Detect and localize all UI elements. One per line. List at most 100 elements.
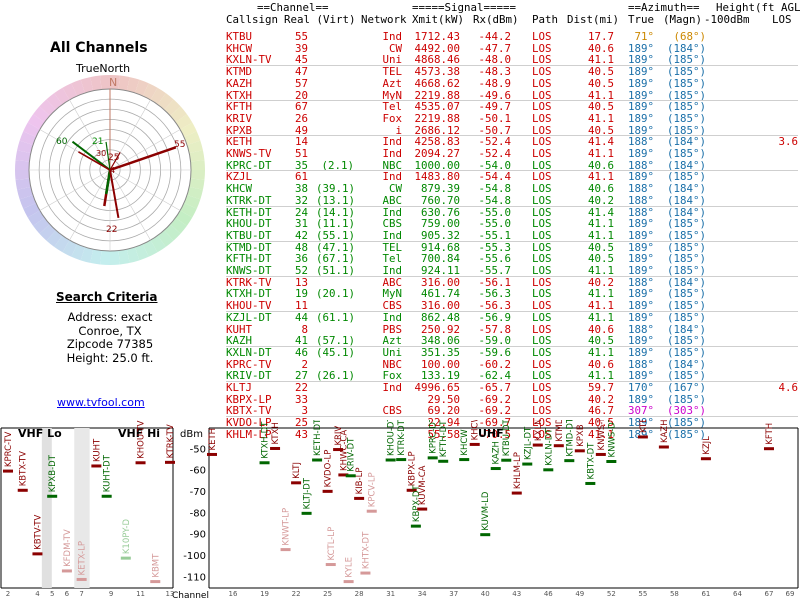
cell-true: 189°	[627, 416, 654, 430]
x-tick-label: 11	[136, 590, 145, 598]
cell-true: 189°	[627, 88, 654, 102]
station-spoke	[104, 169, 112, 195]
cell-magn: (185°)	[666, 170, 706, 184]
vhf-gap-shade	[41, 428, 52, 588]
cell-magn: (303°)	[666, 404, 706, 418]
cell-rx: -54.0	[478, 158, 511, 172]
station-label: KTXH-DT	[261, 421, 271, 459]
grid-spoke	[109, 129, 181, 171]
station-label: KHCW	[471, 420, 481, 440]
cell-real: 31	[294, 217, 308, 231]
table-row: KFTH 67 Tel 4535.07 -49.7 LOS 40.5 189° (185°)	[226, 101, 798, 113]
ring-segment	[187, 140, 203, 154]
station-spoke	[71, 140, 111, 171]
cell-xmit: 133.19	[420, 369, 460, 383]
cell-xmit: 55.58	[427, 427, 460, 441]
search-zipcode: Zipcode 77385	[66, 337, 154, 351]
ring-segment	[15, 170, 30, 180]
cell-true: 189°	[627, 240, 654, 254]
x-axis-label: Channel	[172, 591, 209, 600]
tvfool-link[interactable]: www.tvfool.com	[57, 396, 145, 409]
x-tick-label: 5	[50, 590, 54, 598]
cell-callsign: KLTJ	[226, 381, 253, 394]
cell-magn: (185°)	[666, 100, 706, 114]
ring-segment	[142, 240, 158, 257]
ring-segment	[39, 224, 56, 241]
cell-dist: 40.6	[587, 182, 614, 196]
cell-magn: (185°)	[666, 264, 706, 277]
ring-segment	[80, 247, 94, 263]
ring-segment	[118, 249, 130, 265]
cell-callsign: KFTH-DT	[226, 252, 272, 266]
table-row: KTXH-DT 19 (20.1) MyN 461.74 -56.3 LOS 41.1 189°…	[226, 288, 798, 300]
cell-magn: (185°)	[666, 88, 706, 102]
cell-los: 3.6	[778, 135, 798, 149]
cell-true: 189°	[627, 252, 654, 266]
cell-true: 189°	[627, 287, 654, 301]
cell-path: LOS	[532, 41, 552, 55]
y-axis-label: dBm	[180, 429, 203, 440]
search-criteria: Address: exact Conroe, TX Zipcode 77385 …	[40, 310, 180, 365]
cell-network: ABC	[382, 275, 402, 289]
cell-real: 20	[294, 88, 308, 102]
cell-dist: 40.2	[587, 275, 614, 289]
ring-segment	[110, 75, 120, 90]
x-tick-label: 69	[786, 590, 795, 598]
x-tick-label: 37	[449, 590, 458, 598]
cell-network: Azt	[382, 334, 402, 348]
ring-segment	[23, 202, 40, 218]
cell-true: 189°	[627, 334, 654, 348]
station-label: KZJL	[702, 436, 712, 455]
cell-true: 189°	[627, 392, 654, 406]
cell-xmit: 630.76	[420, 205, 460, 219]
cell-path: LOS	[532, 264, 552, 277]
row-separator	[226, 275, 798, 277]
x-tick-label: 34	[418, 590, 427, 598]
cell-magn: (184°)	[666, 357, 706, 371]
cell-xmit: 348.06	[420, 334, 460, 348]
cell-path: LOS	[532, 123, 552, 137]
cell-callsign: KZJL	[226, 170, 253, 184]
ring-segment	[150, 235, 166, 253]
cell-real: 48	[294, 240, 308, 254]
cell-xmit: 2219.88	[414, 111, 460, 125]
cell-virt: (55.1)	[316, 228, 356, 242]
cell-xmit: 862.48	[420, 310, 460, 324]
cell-dist: 41.4	[587, 205, 614, 219]
row-separator	[226, 381, 798, 382]
cell-real: 13	[294, 275, 308, 289]
cell-xmit: 905.32	[420, 228, 460, 242]
cell-callsign: KXLN-TV	[226, 53, 272, 67]
height-group-header: Height(ft AGL)	[716, 1, 800, 14]
cell-path: LOS	[532, 299, 552, 313]
y-tick-label: -60	[190, 466, 206, 477]
cell-rx: -69.2	[478, 404, 511, 418]
cell-true: 189°	[627, 41, 654, 55]
cell-callsign: KXLN-DT	[226, 345, 272, 359]
cell-real: 38	[294, 182, 308, 196]
cell-true: 188°	[627, 357, 654, 371]
station-label: KTXH	[271, 422, 281, 444]
station-label: KBTX-DT	[586, 442, 596, 480]
cell-true: 188°	[627, 322, 654, 336]
cell-real: 2	[301, 357, 308, 371]
station-label: KETH-DT	[313, 420, 323, 456]
cell-callsign: KTMD	[226, 65, 253, 79]
table-row: KTBU-DT 42 (55.1) Ind 905.32 -55.1 LOS 41.1 189°…	[226, 230, 798, 242]
cell-xmit: 4868.46	[414, 53, 460, 67]
table-row: KXLN-DT 46 (45.1) Uni 351.35 -59.6 LOS 41.1 189°…	[226, 347, 798, 359]
station-label: KTBU	[639, 420, 649, 433]
station-label: KPCV-LP	[368, 472, 378, 507]
table-row: KNWS-DT 52 (51.1) Ind 924.11 -55.7 LOS 41.1 189°…	[226, 265, 798, 277]
cell-dist: 41.1	[587, 264, 614, 277]
cell-xmit: 4492.00	[414, 41, 460, 55]
table-row: KTMD 47 TEL 4573.38 -48.3 LOS 40.5 189° (185°)	[226, 66, 798, 78]
cell-magn: (185°)	[666, 287, 706, 301]
ring-segment	[157, 93, 174, 110]
cell-callsign: KPRC-DT	[226, 158, 272, 172]
cell-real: 61	[294, 170, 308, 184]
ring-segment	[17, 186, 33, 200]
cell-path: LOS	[532, 193, 552, 207]
cell-rx: -44.2	[478, 30, 511, 43]
x-tick-label: 31	[386, 590, 395, 598]
